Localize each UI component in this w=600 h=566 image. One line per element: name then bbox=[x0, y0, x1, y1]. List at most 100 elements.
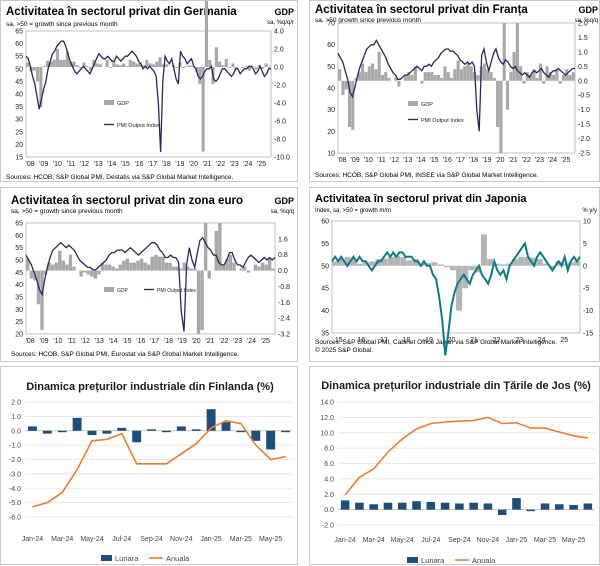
gdp-bar bbox=[107, 264, 112, 271]
gdp-bar bbox=[39, 67, 43, 108]
y-tick-label-left: 40 bbox=[327, 86, 335, 93]
x-tick-label: 24 bbox=[538, 337, 546, 344]
x-tick-label: '19 bbox=[178, 338, 187, 345]
gdp-bar bbox=[58, 250, 62, 271]
y-tick-label: 14.0 bbox=[320, 400, 334, 407]
x-tick-label: '24 bbox=[243, 161, 252, 168]
chart-source-line: © 2025 S&P Global. bbox=[315, 346, 373, 354]
y-tick-label-left: 40 bbox=[321, 308, 329, 315]
gdp-bar bbox=[143, 262, 147, 271]
legend-gdp-label: GDP bbox=[117, 288, 129, 294]
y-tick-label-left: 20 bbox=[15, 142, 23, 149]
y-tick-label-left: 20 bbox=[15, 332, 23, 339]
gdp-bar bbox=[36, 67, 40, 82]
x-tick-label: '09 bbox=[351, 157, 360, 164]
gdp-bar bbox=[338, 69, 342, 81]
monthly-bar bbox=[512, 498, 521, 510]
y-tick-label-left: 35 bbox=[15, 104, 23, 111]
chart-finland-svg: Dinamica prețurilor industriale din Finl… bbox=[9, 381, 293, 563]
chart-finland: Dinamica prețurilor industriale din Finl… bbox=[0, 366, 298, 565]
chart-title: Dinamica prețurilor industriale din Finl… bbox=[26, 381, 274, 393]
gdp-bar bbox=[264, 63, 268, 67]
gdp-bar bbox=[203, 223, 208, 271]
x-tick-label: '19 bbox=[175, 161, 184, 168]
x-tick-label: '23 bbox=[230, 161, 239, 168]
gdp-bar bbox=[26, 62, 30, 67]
y-tick-label-right: -5 bbox=[583, 286, 589, 293]
gdp-bar bbox=[561, 75, 566, 81]
x-tick-label: '25 bbox=[561, 157, 570, 164]
monthly-bar bbox=[555, 504, 564, 510]
gdp-bar bbox=[549, 265, 556, 269]
y-tick-label-right: 0.8 bbox=[278, 252, 288, 259]
chart-eurozone-svg: Activitatea în sectorul privat din zona … bbox=[11, 195, 294, 358]
monthly-bar bbox=[497, 509, 507, 516]
gdp-bar bbox=[492, 77, 496, 81]
x-tick-label: '10 bbox=[364, 157, 373, 164]
y-tick-label: -1.0 bbox=[9, 443, 21, 450]
x-tick-label: '21 bbox=[509, 157, 518, 164]
gdp-bar bbox=[221, 264, 226, 271]
gdp-bar bbox=[55, 49, 60, 67]
gdp-bar bbox=[118, 264, 122, 271]
gdp-bar bbox=[221, 65, 225, 67]
gdp-bar bbox=[132, 262, 137, 271]
y-tick-label-left: 30 bbox=[327, 107, 335, 114]
gdp-bar bbox=[542, 263, 549, 266]
x-tick-label: '11 bbox=[67, 338, 76, 345]
gdp-bar bbox=[65, 51, 69, 67]
x-tick-label: Jan-24 bbox=[334, 537, 356, 544]
gdp-bar bbox=[118, 65, 122, 67]
gdp-bar bbox=[214, 230, 218, 271]
monthly-bar bbox=[117, 427, 127, 431]
y-tick-label: 0.0 bbox=[11, 428, 21, 435]
gdp-bar bbox=[412, 259, 419, 266]
gdp-bar bbox=[350, 259, 357, 266]
monthly-bar bbox=[469, 502, 478, 510]
pmi-line bbox=[337, 38, 575, 132]
gdp-bar bbox=[440, 77, 444, 81]
gdp-bar bbox=[204, 1, 208, 67]
y-tick-label-left: 35 bbox=[15, 295, 23, 302]
x-tick-label: Mar-24 bbox=[51, 536, 73, 543]
x-tick-label: '16 bbox=[443, 157, 452, 164]
gdp-bar bbox=[369, 261, 376, 266]
right-axis-subtitle: sa, %q/q/r bbox=[267, 20, 294, 26]
gdp-bar bbox=[72, 266, 76, 271]
gdp-bar bbox=[443, 265, 450, 268]
y-tick-label-left: 50 bbox=[321, 263, 329, 270]
x-tick-label: '08 bbox=[337, 157, 346, 164]
monthly-bar bbox=[455, 503, 464, 510]
gdp-bar bbox=[505, 263, 512, 266]
gdp-bar bbox=[512, 51, 516, 81]
gdp-bar bbox=[181, 67, 185, 68]
x-tick-label: 19 bbox=[425, 337, 433, 344]
gdp-bar bbox=[105, 59, 109, 67]
gdp-bar bbox=[135, 63, 139, 67]
gdp-bar bbox=[26, 258, 30, 271]
gdp-bar bbox=[147, 264, 151, 271]
y-tick-label-right: 1.0 bbox=[578, 49, 588, 56]
gdp-bar bbox=[341, 80, 345, 96]
x-tick-label: 17 bbox=[380, 337, 388, 344]
gdp-bar bbox=[347, 80, 352, 127]
y-tick-label-right: -10.0 bbox=[274, 155, 290, 162]
gdp-bar bbox=[43, 270, 48, 275]
y-tick-label-right: 0.0 bbox=[274, 65, 284, 72]
x-tick-label: 20 bbox=[448, 337, 456, 344]
gdp-bar bbox=[112, 60, 116, 67]
x-tick-label: '22 bbox=[219, 338, 228, 345]
gdp-bar bbox=[207, 270, 211, 279]
monthly-bar bbox=[161, 430, 171, 433]
gdp-bar bbox=[136, 260, 140, 271]
y-tick-label-right: -4.0 bbox=[274, 101, 286, 108]
gdp-bar bbox=[344, 80, 348, 90]
y-tick-label-left: 65 bbox=[15, 221, 23, 228]
x-tick-label: '16 bbox=[136, 338, 145, 345]
x-tick-label: 22 bbox=[493, 337, 501, 344]
x-tick-label: '08 bbox=[26, 161, 35, 168]
gdp-bar bbox=[381, 258, 388, 266]
monthly-bar bbox=[147, 429, 157, 431]
gdp-bar bbox=[377, 51, 381, 81]
gdp-bar bbox=[52, 59, 56, 67]
